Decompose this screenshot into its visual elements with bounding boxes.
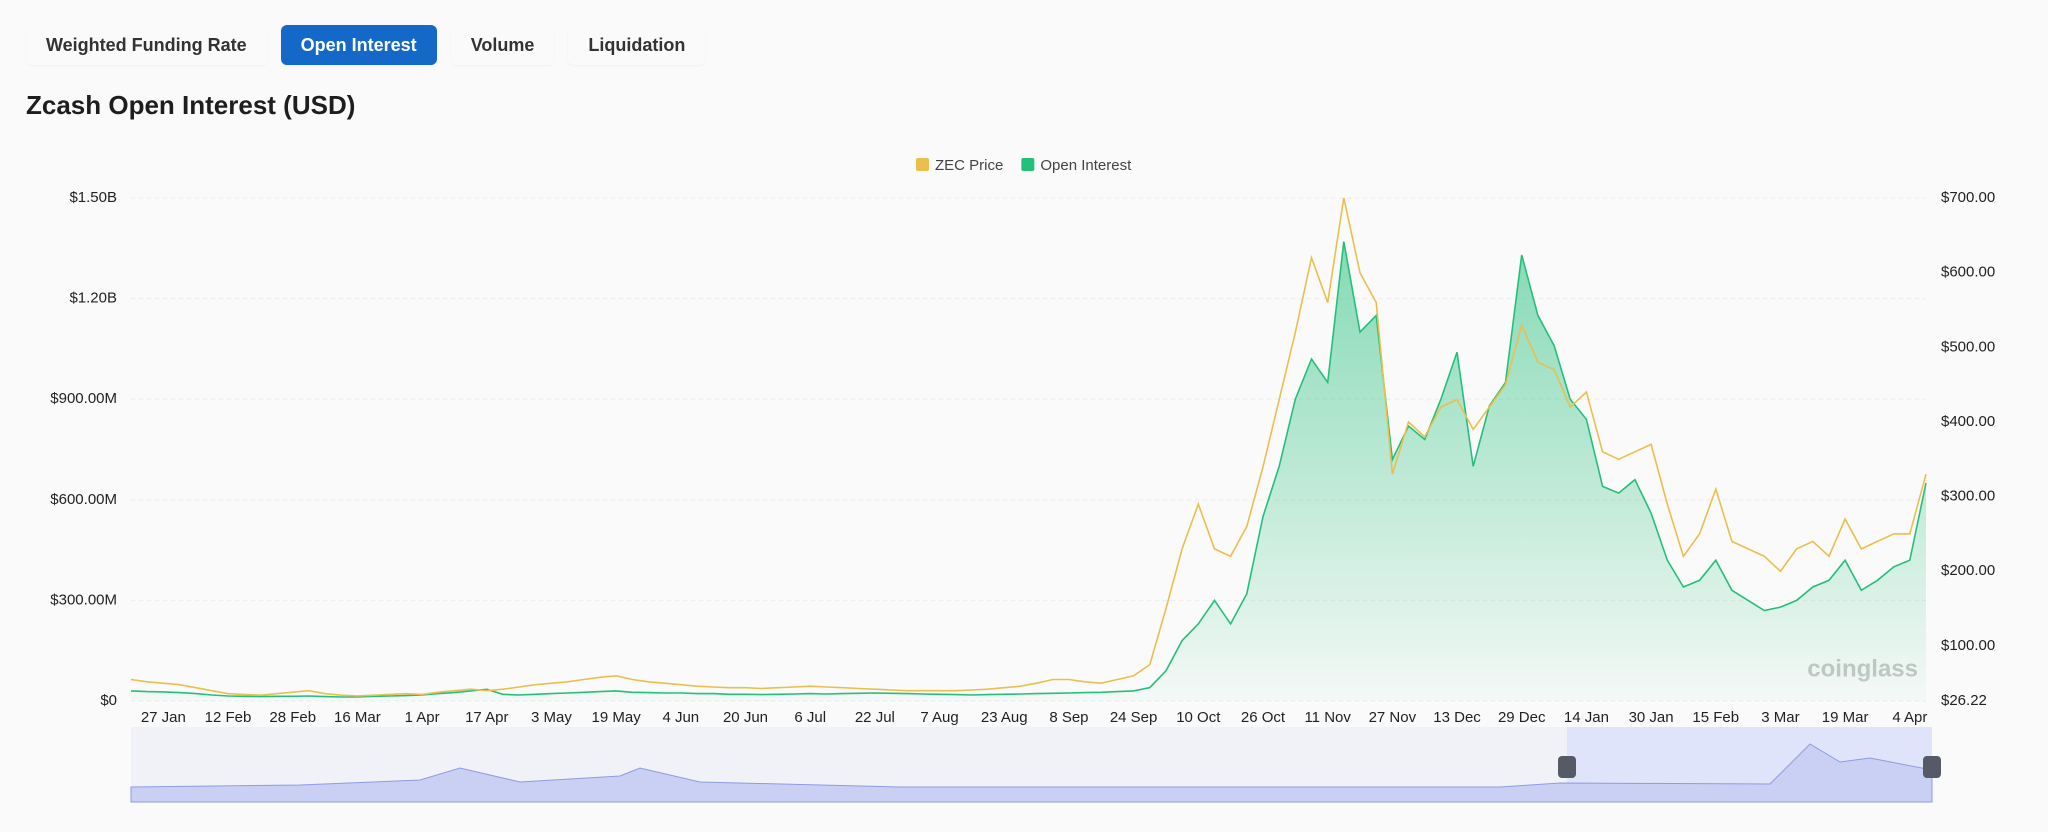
x-tick-label: 4 Apr	[1892, 709, 1927, 726]
navigator-handle[interactable]	[1923, 756, 1941, 778]
y-tick-label: $600.00M	[50, 491, 117, 508]
series-line	[130, 241, 1927, 698]
x-tick-label: 8 Sep	[1049, 709, 1088, 726]
y2-tick-label: $400.00	[1941, 413, 1995, 430]
x-tick-label: 26 Oct	[1241, 709, 1286, 726]
watermark: coinglass	[1807, 655, 1918, 682]
y-tick-label: $0	[100, 692, 117, 709]
x-tick-label: 27 Jan	[141, 709, 186, 726]
legend-swatch	[1021, 158, 1035, 171]
x-tick-label: 24 Sep	[1110, 709, 1158, 726]
y2-tick-label: $700.00	[1941, 189, 1995, 206]
x-tick-label: 4 Jun	[662, 709, 699, 726]
y-tick-label: $1.20B	[69, 290, 117, 307]
y2-tick-label: $100.00	[1941, 637, 1995, 654]
x-tick-label: 30 Jan	[1629, 709, 1674, 726]
navigator-track	[131, 727, 1932, 802]
x-tick-label: 10 Oct	[1176, 709, 1221, 726]
legend-swatch	[916, 158, 929, 171]
tab[interactable]: Weighted Funding Rate	[26, 25, 267, 65]
plot-area	[130, 197, 1927, 702]
legend-label: Open Interest	[1040, 157, 1132, 174]
y2-tick-label: $26.22	[1941, 692, 1987, 709]
series-line	[130, 197, 1927, 697]
x-tick-label: 3 May	[531, 709, 572, 726]
x-tick-label: 11 Nov	[1304, 709, 1351, 726]
x-tick-label: 23 Aug	[981, 709, 1028, 726]
x-tick-label: 14 Jan	[1564, 709, 1609, 726]
x-tick-label: 29 Dec	[1498, 709, 1546, 726]
x-tick-label: 27 Nov	[1369, 709, 1417, 726]
y2-tick-label: $200.00	[1941, 562, 1995, 579]
x-tick-label: 6 Jul	[794, 709, 826, 726]
y2-tick-label: $300.00	[1941, 488, 1995, 505]
x-tick-label: 28 Feb	[269, 709, 316, 726]
navigator-selection	[1567, 727, 1932, 802]
tab[interactable]: Open Interest	[280, 25, 437, 65]
x-tick-label: 1 Apr	[405, 709, 440, 726]
tab[interactable]: Liquidation	[568, 25, 706, 65]
legend: ZEC Price Open Interest	[916, 157, 1132, 174]
x-tick-label: 20 Jun	[723, 709, 768, 726]
x-tick-label: 13 Dec	[1433, 709, 1481, 726]
x-tick-label: 7 Aug	[920, 709, 958, 726]
series-area	[131, 241, 1926, 701]
x-tick-label: 22 Jul	[855, 709, 895, 726]
y-tick-label: $1.50B	[69, 189, 117, 206]
x-tick-label: 17 Apr	[465, 709, 508, 726]
tab-bar: Weighted Funding Rate Open Interest Volu…	[26, 25, 706, 65]
navigator-handle[interactable]	[1558, 756, 1576, 778]
x-tick-label: 16 Mar	[334, 709, 381, 726]
navigator	[130, 727, 1941, 803]
x-tick-label: 12 Feb	[205, 709, 252, 726]
y-tick-label: $300.00M	[50, 591, 117, 608]
navigator-preview	[130, 743, 1933, 803]
tab[interactable]: Volume	[450, 25, 555, 65]
y2-tick-label: $600.00	[1941, 264, 1995, 281]
y-tick-label: $900.00M	[50, 390, 117, 407]
y2-tick-label: $500.00	[1941, 338, 1995, 355]
legend-label: ZEC Price	[935, 157, 1003, 174]
chart-title: Zcash Open Interest (USD)	[26, 90, 356, 120]
x-tick-label: 3 Mar	[1761, 709, 1799, 726]
x-tick-label: 19 Mar	[1822, 709, 1869, 726]
x-tick-label: 15 Feb	[1692, 709, 1739, 726]
x-tick-label: 19 May	[592, 709, 642, 726]
